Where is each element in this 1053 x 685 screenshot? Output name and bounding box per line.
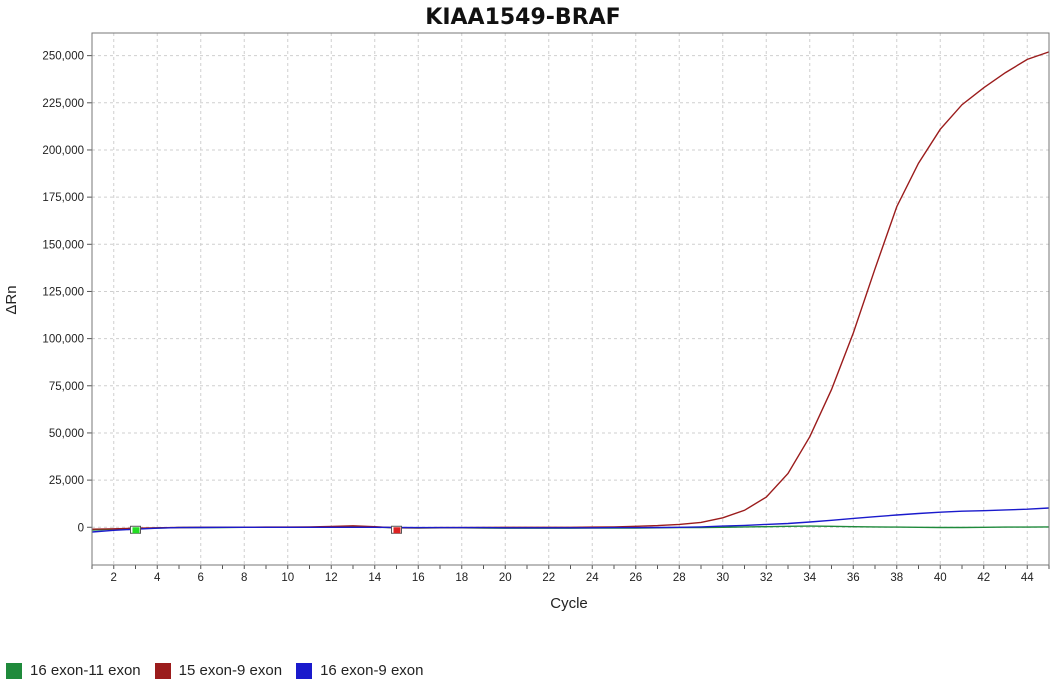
y-tick-label: 100,000: [42, 334, 84, 346]
legend-swatch: [296, 662, 313, 679]
legend-swatch: [6, 662, 22, 679]
x-tick-label: 28: [673, 572, 686, 584]
threshold-marker: [132, 527, 140, 534]
x-tick-label: 16: [412, 572, 425, 584]
x-tick-label: 42: [977, 572, 990, 584]
x-tick-label: 44: [1021, 572, 1034, 584]
x-tick-label: 40: [934, 572, 947, 584]
x-tick-label: 10: [281, 572, 294, 584]
x-tick-label: 36: [847, 572, 860, 584]
x-tick-label: 22: [542, 572, 555, 584]
x-tick-label: 6: [198, 572, 204, 584]
series-line: [91, 507, 1050, 533]
legend: 16 exon-11 exon 15 exon-9 exon 16 exon-9…: [6, 662, 423, 679]
x-tick-label: 18: [455, 572, 468, 584]
y-axis: 0 25,000 50,000 75,000 100,000 125,000 150,000…: [42, 51, 92, 534]
x-tick-label: 2: [111, 572, 117, 584]
y-tick-label: 0: [78, 522, 84, 534]
y-axis-label: ΔRn: [3, 285, 20, 314]
series-line: [91, 51, 1050, 530]
chart-title: KIAA1549-BRAF: [425, 5, 620, 30]
y-tick-label: 225,000: [42, 98, 84, 110]
y-tick-label: 50,000: [49, 428, 84, 440]
x-tick-label: 30: [716, 572, 729, 584]
legend-label: 16 exon-9 exon: [320, 662, 424, 679]
threshold-markers: [130, 525, 402, 534]
grid: [92, 33, 1049, 565]
x-tick-label: 24: [586, 572, 599, 584]
y-tick-label: 150,000: [42, 239, 84, 251]
x-tick-label: 8: [241, 572, 247, 584]
y-tick-label: 25,000: [49, 475, 84, 487]
x-axis: 2 4 6 8 10 12 14 16 18 20 22 24 26 28 30 32 34 36 38 40 42 44: [91, 565, 1050, 584]
x-tick-label: 34: [803, 572, 816, 584]
legend-item: 15 exon-9 exon: [154, 662, 283, 679]
legend-item: 16 exon-9 exon: [296, 662, 423, 679]
x-tick-label: 26: [629, 572, 642, 584]
series-lines: [91, 51, 1050, 533]
y-tick-label: 175,000: [42, 192, 84, 204]
x-tick-label: 4: [154, 572, 161, 584]
x-tick-label: 38: [890, 572, 903, 584]
x-tick-label: 20: [499, 572, 512, 584]
plot-frame: [91, 32, 1050, 566]
legend-item: 16 exon-11 exon: [6, 662, 141, 679]
x-tick-label: 14: [368, 572, 381, 584]
legend-label: 16 exon-11 exon: [30, 662, 141, 679]
y-tick-label: 75,000: [49, 381, 84, 393]
y-tick-label: 250,000: [42, 51, 84, 63]
legend-swatch: [154, 662, 171, 679]
x-axis-label: Cycle: [550, 595, 588, 612]
y-tick-label: 200,000: [42, 145, 84, 157]
threshold-marker: [393, 527, 401, 534]
legend-label: 15 exon-9 exon: [178, 662, 283, 679]
x-tick-label: 12: [325, 572, 338, 584]
y-tick-label: 125,000: [42, 286, 84, 298]
x-tick-label: 32: [760, 572, 773, 584]
